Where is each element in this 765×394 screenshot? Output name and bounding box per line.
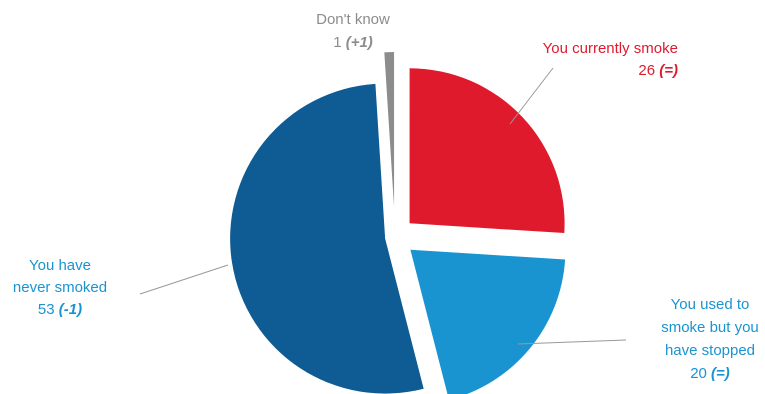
slice-change: (+1) (346, 34, 373, 51)
slice-label-line: never smoked (13, 279, 107, 296)
slice-label-line: You have (29, 257, 91, 274)
slice-change: (-1) (59, 301, 82, 318)
slice-current-smoker (409, 68, 565, 234)
slice-value: 20 (690, 365, 711, 382)
slice-never-smoked (230, 83, 424, 394)
label-former-smoker: You used to smoke but you have stopped 20 (… (661, 296, 759, 382)
slice-value: 53 (38, 301, 59, 318)
slice-former-smoker (410, 249, 566, 394)
slice-dont-know (384, 52, 395, 208)
slice-label-line: smoke but you (661, 319, 759, 336)
leader-line (517, 339, 627, 345)
leader-line (139, 264, 229, 295)
slice-change: (=) (659, 62, 678, 79)
slice-change: (=) (711, 365, 730, 382)
slice-label-line: You used to (671, 296, 750, 313)
label-never-smoked: You have never smoked 53 (-1) (13, 257, 107, 318)
slice-label-line: have stopped (665, 342, 755, 359)
leader-line (509, 67, 554, 125)
slice-value: 26 (638, 62, 659, 79)
slice-value: 1 (333, 34, 346, 51)
slice-label-line: You currently smoke (543, 40, 678, 57)
slice-label-line: Don't know (316, 11, 390, 28)
label-current-smoker: You currently smoke 26 (=) (543, 40, 678, 79)
label-dont-know: Don't know 1 (+1) (316, 11, 390, 51)
